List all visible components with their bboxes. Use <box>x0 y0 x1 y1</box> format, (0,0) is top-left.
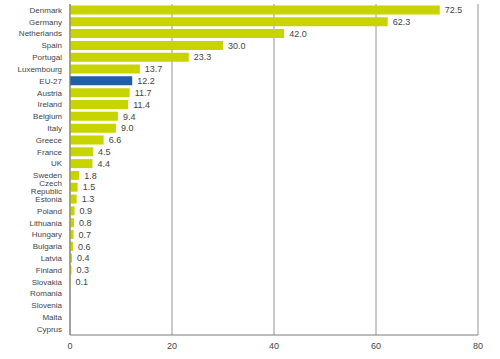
svg-text:13.7: 13.7 <box>145 64 163 74</box>
svg-text:23.3: 23.3 <box>194 52 212 62</box>
svg-text:France: France <box>37 148 62 157</box>
svg-text:0.4: 0.4 <box>77 253 90 263</box>
svg-text:Poland: Poland <box>37 207 62 216</box>
svg-text:42.0: 42.0 <box>289 29 307 39</box>
svg-text:Finland: Finland <box>36 266 62 275</box>
svg-text:30.0: 30.0 <box>228 41 246 51</box>
svg-text:UK: UK <box>51 159 63 168</box>
svg-text:0.3: 0.3 <box>77 265 90 275</box>
svg-text:Slovenia: Slovenia <box>31 301 62 310</box>
svg-text:Luxembourg: Luxembourg <box>18 65 62 74</box>
svg-text:20: 20 <box>167 341 177 351</box>
svg-text:Latvia: Latvia <box>41 254 63 263</box>
svg-text:Denmark: Denmark <box>30 6 63 15</box>
svg-text:Malta: Malta <box>42 313 62 322</box>
svg-text:4.5: 4.5 <box>98 147 111 157</box>
svg-text:4.4: 4.4 <box>97 159 110 169</box>
svg-text:9.0: 9.0 <box>121 123 134 133</box>
svg-text:0.6: 0.6 <box>78 242 91 252</box>
svg-text:Sweden: Sweden <box>33 171 62 181</box>
svg-text:0.7: 0.7 <box>79 230 92 240</box>
svg-text:Germany: Germany <box>29 18 62 27</box>
svg-text:Italy: Italy <box>47 124 62 133</box>
svg-text:12.2: 12.2 <box>137 76 155 86</box>
svg-text:Hungary: Hungary <box>32 230 62 239</box>
svg-text:CzechRepublic: CzechRepublic <box>31 179 62 196</box>
svg-text:Netherlands: Netherlands <box>19 29 62 38</box>
svg-text:9.4: 9.4 <box>123 112 136 122</box>
svg-text:Belgium: Belgium <box>33 112 62 121</box>
svg-text:60: 60 <box>371 341 381 351</box>
svg-text:11.4: 11.4 <box>133 100 150 110</box>
svg-text:Austria: Austria <box>37 89 62 98</box>
svg-text:Bulgaria: Bulgaria <box>33 242 63 251</box>
svg-text:0.1: 0.1 <box>76 277 89 287</box>
svg-text:6.6: 6.6 <box>109 135 122 145</box>
svg-text:1.5: 1.5 <box>83 182 96 192</box>
svg-text:11.7: 11.7 <box>135 88 152 98</box>
svg-text:Ireland: Ireland <box>38 100 62 109</box>
svg-text:80: 80 <box>473 341 483 351</box>
svg-text:Romania: Romania <box>30 289 63 298</box>
svg-text:Slovakia: Slovakia <box>32 278 63 287</box>
svg-text:0: 0 <box>67 341 72 351</box>
svg-text:72.5: 72.5 <box>445 5 463 15</box>
svg-text:1.3: 1.3 <box>82 194 95 204</box>
svg-text:Greece: Greece <box>36 136 63 145</box>
svg-text:Portugal: Portugal <box>32 53 62 62</box>
svg-text:1.8: 1.8 <box>84 171 97 181</box>
svg-text:Spain: Spain <box>42 41 62 50</box>
svg-text:Lithuania: Lithuania <box>30 219 63 228</box>
svg-text:0.8: 0.8 <box>79 218 92 228</box>
svg-text:Estonia: Estonia <box>35 195 62 204</box>
svg-text:Cyprus: Cyprus <box>37 325 62 334</box>
svg-text:40: 40 <box>269 341 279 351</box>
svg-text:EU-27: EU-27 <box>39 77 62 86</box>
svg-text:62.3: 62.3 <box>393 17 411 27</box>
svg-text:0.9: 0.9 <box>80 206 93 216</box>
